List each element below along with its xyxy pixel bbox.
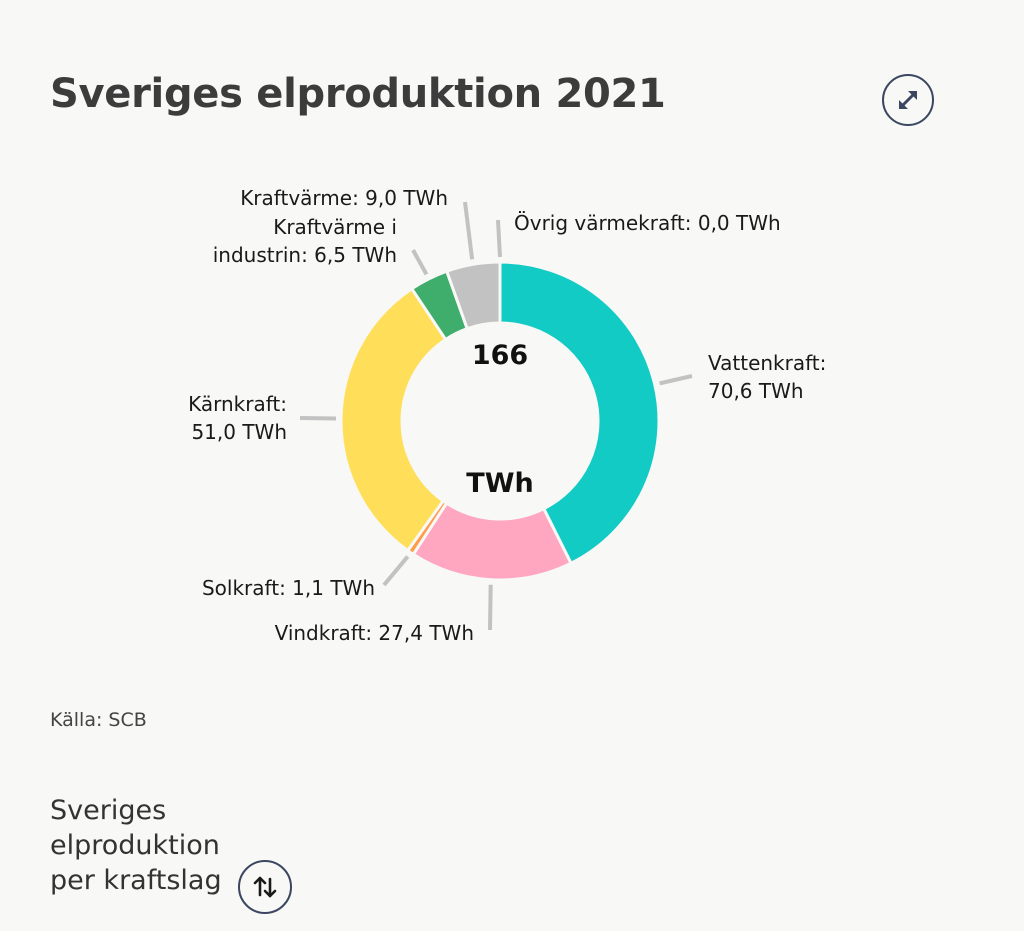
leader-vattenkraft xyxy=(659,374,693,386)
leader-vindkraft xyxy=(488,584,493,631)
expand-button[interactable] xyxy=(882,74,934,126)
sort-arrows-icon xyxy=(253,876,277,898)
leader-kraftvärme-i-industrin xyxy=(411,249,429,276)
label-vattenkraft: Vattenkraft: 70,6 TWh xyxy=(708,351,826,403)
chart-title: Sveriges elproduktion 2021 xyxy=(50,71,666,117)
leader-övrig-värmekraft xyxy=(496,219,502,258)
slice-labels: Vattenkraft: 70,6 TWh Vindkraft: 27,4 TWh S… xyxy=(188,186,826,645)
donut-chart: Vattenkraft: 70,6 TWh Vindkraft: 27,4 TWh S… xyxy=(188,186,826,645)
center-unit: TWh xyxy=(466,468,533,499)
label-övrig-värmekraft: Övrig värmekraft: 0,0 TWh xyxy=(514,211,781,235)
leader-kärnkraft xyxy=(299,416,337,421)
slice-kärnkraft[interactable] xyxy=(339,286,448,553)
leader-solkraft xyxy=(382,555,410,587)
slice-kraftvärme[interactable] xyxy=(444,260,502,331)
label-solkraft: Solkraft: 1,1 TWh xyxy=(202,576,375,600)
expand-arrows-icon xyxy=(899,91,917,109)
label-kraftvärme: Kraftvärme: 9,0 TWh xyxy=(240,186,448,210)
sort-button[interactable] xyxy=(238,860,292,914)
leader-kraftvärme xyxy=(463,201,475,260)
leader-lines xyxy=(299,201,693,631)
slice-vattenkraft[interactable] xyxy=(498,260,661,566)
label-kraftvärme-i-industrin: Kraftvärme i industrin: 6,5 TWh xyxy=(213,215,397,267)
center-total: 166 xyxy=(472,340,528,371)
label-vindkraft: Vindkraft: 27,4 TWh xyxy=(275,621,474,645)
label-kärnkraft: Kärnkraft: 51,0 TWh xyxy=(188,392,287,444)
source-note: Källa: SCB xyxy=(50,709,147,731)
donut-slices xyxy=(339,260,661,582)
chart-selector-label: Sveriges elproduktion per kraftslag xyxy=(50,795,222,896)
